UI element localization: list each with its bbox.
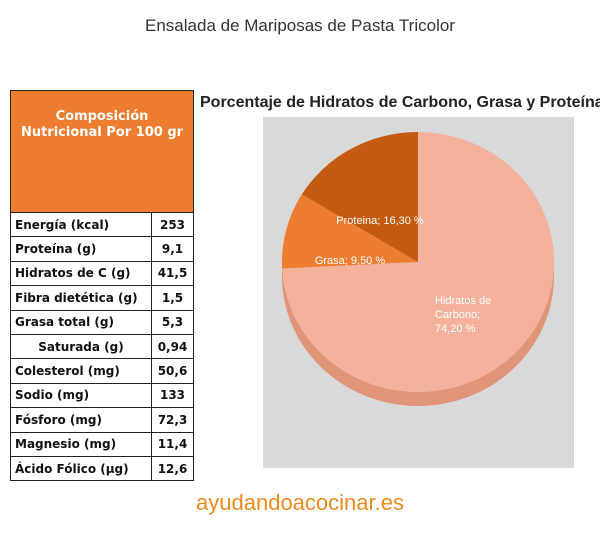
table-row: Fósforo (mg) 72,3 bbox=[10, 407, 194, 433]
table-row: Sodio (mg) 133 bbox=[10, 382, 194, 409]
pie-slice-hidratos-de-carbono[interactable] bbox=[282, 132, 554, 392]
table-row: Magnesio (mg) 11,4 bbox=[10, 431, 194, 457]
nutrient-value: 9,1 bbox=[151, 236, 194, 262]
table-row: Colesterol (mg) 50,6 bbox=[10, 358, 194, 384]
page-title: Ensalada de Mariposas de Pasta Tricolor bbox=[145, 16, 455, 35]
website-footer[interactable]: ayudandoacocinar.es bbox=[196, 490, 404, 515]
nutrient-label: Fibra dietética (g) bbox=[10, 285, 152, 311]
nutrient-value: 72,3 bbox=[151, 407, 194, 433]
nutrient-value: 133 bbox=[151, 382, 194, 409]
chart-title: Porcentaje de Hidratos de Carbono, Grasa… bbox=[200, 94, 600, 111]
nutrient-value: 50,6 bbox=[151, 358, 194, 384]
nutrition-table: Composición Nutricional Por 100 gr Energ… bbox=[10, 90, 194, 482]
nutrient-value: 1,5 bbox=[151, 285, 194, 311]
table-row: Energía (kcal) 253 bbox=[10, 211, 194, 238]
pie-data-label: Grasa; 9,50 % bbox=[315, 255, 386, 267]
nutrient-label: Proteína (g) bbox=[10, 236, 152, 262]
nutrient-value: 253 bbox=[151, 211, 194, 238]
nutrient-value: 5,3 bbox=[151, 309, 194, 335]
nutrient-value: 0,94 bbox=[151, 333, 194, 360]
pie-data-label: Hidratos de Carbono; 74,20 % bbox=[435, 295, 491, 335]
table-row: Ácido Fólico (µg) 12,6 bbox=[10, 455, 194, 482]
nutrient-label: Saturada (g) bbox=[10, 333, 152, 360]
nutrient-label: Hidratos de C (g) bbox=[10, 260, 152, 287]
nutrient-value: 41,5 bbox=[151, 260, 194, 287]
nutrient-value: 11,4 bbox=[151, 431, 194, 457]
nutrient-label: Sodio (mg) bbox=[10, 382, 152, 409]
nutrient-label: Fósforo (mg) bbox=[10, 407, 152, 433]
nutrient-label: Ácido Fólico (µg) bbox=[10, 455, 152, 482]
nutrient-label: Energía (kcal) bbox=[10, 211, 152, 238]
pie-slice-grasa[interactable] bbox=[282, 194, 418, 269]
table-row: Saturada (g) 0,94 bbox=[10, 333, 194, 360]
table-row: Proteína (g) 9,1 bbox=[10, 236, 194, 262]
nutrient-label: Magnesio (mg) bbox=[10, 431, 152, 457]
table-row: Fibra dietética (g) 1,5 bbox=[10, 285, 194, 311]
pie-chart: Hidratos de Carbono; 74,20 % Grasa; 9,50 % P… bbox=[282, 132, 554, 407]
table-row: Hidratos de C (g) 41,5 bbox=[10, 260, 194, 287]
nutrition-table-header: Composición Nutricional Por 100 gr bbox=[10, 90, 194, 213]
nutrient-label: Grasa total (g) bbox=[10, 309, 152, 335]
table-row: Grasa total (g) 5,3 bbox=[10, 309, 194, 335]
pie-data-label: Proteina; 16,30 % bbox=[336, 215, 424, 227]
nutrient-label: Colesterol (mg) bbox=[10, 358, 152, 384]
pie-slice-proteína[interactable] bbox=[301, 132, 418, 262]
nutrient-value: 12,6 bbox=[151, 455, 194, 482]
